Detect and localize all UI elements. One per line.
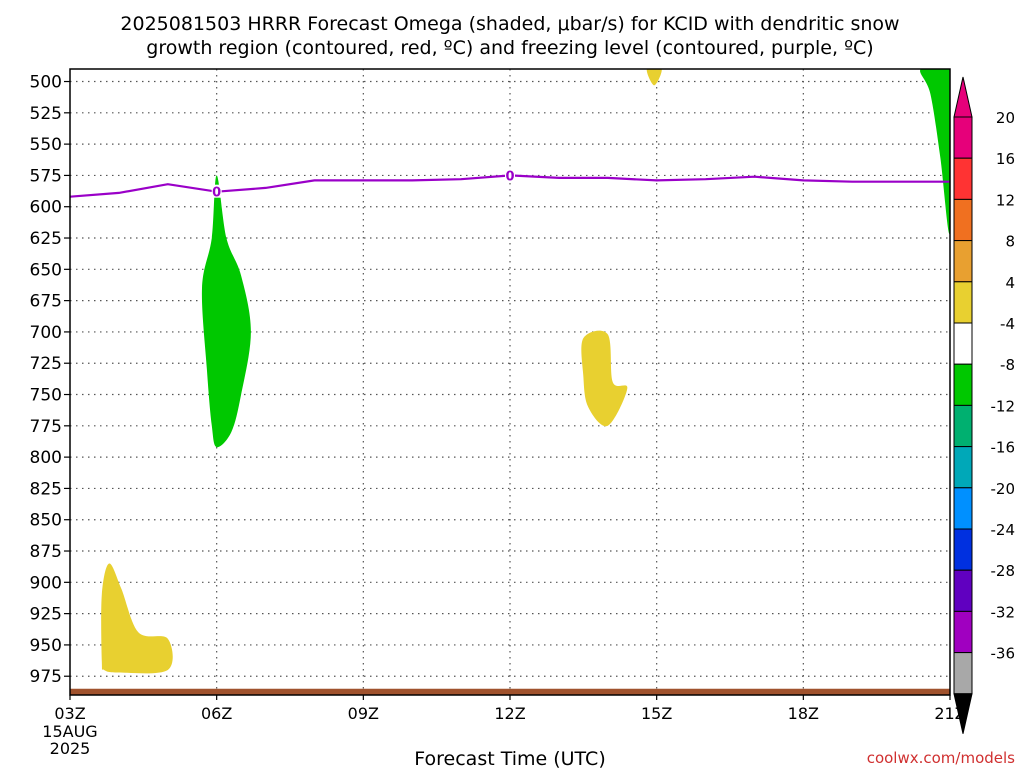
colorbar-swatch-4: [953, 281, 973, 324]
terrain-bar: [70, 688, 950, 695]
omega-shaded-regions: [101, 69, 1024, 674]
colorbar-swatch-3: [953, 240, 973, 283]
colorbar-swatch-9: [953, 487, 973, 530]
colorbar-swatch-10: [953, 528, 973, 571]
x-axis-label: Forecast Time (UTC): [414, 748, 605, 768]
colorbar-label-1: 16: [996, 150, 1015, 168]
y-tick-label-575: 575: [30, 166, 62, 186]
y-tick-label-600: 600: [30, 198, 62, 218]
y-tick-label-725: 725: [30, 354, 62, 374]
colorbar-swatch-6: [953, 363, 973, 406]
colorbar-label-2: 12: [996, 191, 1015, 209]
colorbar-swatch-0: [953, 116, 973, 159]
watermark-text: coolwx.com/models: [867, 749, 1015, 767]
y-tick-label-750: 750: [30, 386, 62, 406]
colorbar-label-6: -8: [1000, 356, 1015, 374]
y-tick-label-625: 625: [30, 229, 62, 249]
colorbar-swatch-7: [953, 404, 973, 448]
x-date-label-1: 2025: [50, 739, 91, 758]
colorbar-swatch-1: [953, 157, 973, 200]
omega-neg-06z: [201, 175, 251, 448]
omega-pos-04z: [101, 563, 173, 674]
y-tick-label-950: 950: [30, 636, 62, 656]
y-tick-label-700: 700: [30, 323, 62, 343]
colorbar-label-11: -28: [991, 562, 1016, 580]
y-tick-label-775: 775: [30, 417, 62, 437]
colorbar-label-9: -20: [991, 480, 1016, 498]
x-tick-label-03Z: 03Z: [54, 704, 85, 723]
freezing-label-bg-0: [211, 184, 222, 198]
colorbar-label-13: -36: [991, 645, 1016, 663]
colorbar: 20 16 12 8 4 -4 -8 -12 -16 -20 -24 -28 -32 -36: [953, 76, 1016, 734]
colorbar-label-3: 8: [1005, 233, 1015, 251]
colorbar-swatch-2: [953, 198, 973, 242]
y-tick-label-875: 875: [30, 542, 62, 562]
colorbar-label-0: 20: [996, 109, 1015, 127]
x-date-label-0: 15AUG: [42, 722, 97, 741]
colorbar-top-arrow: [953, 76, 973, 118]
y-tick-label-825: 825: [30, 479, 62, 499]
x-tick-label-09Z: 09Z: [348, 704, 379, 723]
colorbar-label-12: -32: [991, 603, 1016, 621]
y-tick-label-975: 975: [30, 667, 62, 687]
colorbar-swatch-5: [953, 322, 973, 365]
freezing-level-label: 0: [212, 186, 221, 201]
colorbar-swatch-12: [953, 610, 973, 654]
y-tick-label-800: 800: [30, 448, 62, 468]
y-tick-label-550: 550: [30, 135, 62, 155]
x-tick-label-12Z: 12Z: [494, 704, 525, 723]
y-tick-label-675: 675: [30, 292, 62, 312]
colorbar-label-4: 4: [1005, 274, 1015, 292]
omega-pos-20z-20: [1018, 219, 1024, 485]
x-tick-label-06Z: 06Z: [201, 704, 232, 723]
omega-pos-15z-top: [646, 69, 662, 86]
omega-pos-20z-8: [1001, 157, 1024, 614]
freezing-level-label: 0: [505, 169, 514, 184]
colorbar-label-8: -16: [991, 439, 1016, 457]
y-tick-label-500: 500: [30, 73, 62, 93]
colorbar-bottom-arrow: [953, 693, 973, 734]
colorbar-label-10: -24: [991, 521, 1016, 539]
colorbar-label-7: -12: [991, 397, 1016, 415]
freezing-level-contour: 00: [70, 168, 950, 201]
freezing-label-bg-1: [505, 168, 515, 182]
x-tick-label-15Z: 15Z: [641, 704, 672, 723]
omega-neg-21z-top: [920, 69, 950, 234]
omega-pos-20z-16: [1013, 201, 1024, 535]
omega-pos-14z: [581, 330, 628, 427]
y-tick-label-925: 925: [30, 605, 62, 625]
y-axis: 500 525 550 575 600 625 650 675 700 725 750 775 800 8…: [30, 73, 70, 687]
y-tick-label-850: 850: [30, 511, 62, 531]
chart-title-line2: growth region (contoured, red, ºC) and f…: [146, 37, 873, 59]
y-tick-label-525: 525: [30, 104, 62, 124]
colorbar-label-5: -4: [1000, 315, 1015, 333]
colorbar-swatch-11: [953, 569, 973, 612]
colorbar-swatch-8: [953, 446, 973, 489]
x-tick-label-18Z: 18Z: [788, 704, 819, 723]
y-tick-label-650: 650: [30, 260, 62, 280]
chart-title-line1: 2025081503 HRRR Forecast Omega (shaded, …: [120, 13, 899, 35]
y-tick-label-900: 900: [30, 573, 62, 593]
colorbar-swatch-13: [953, 652, 973, 695]
